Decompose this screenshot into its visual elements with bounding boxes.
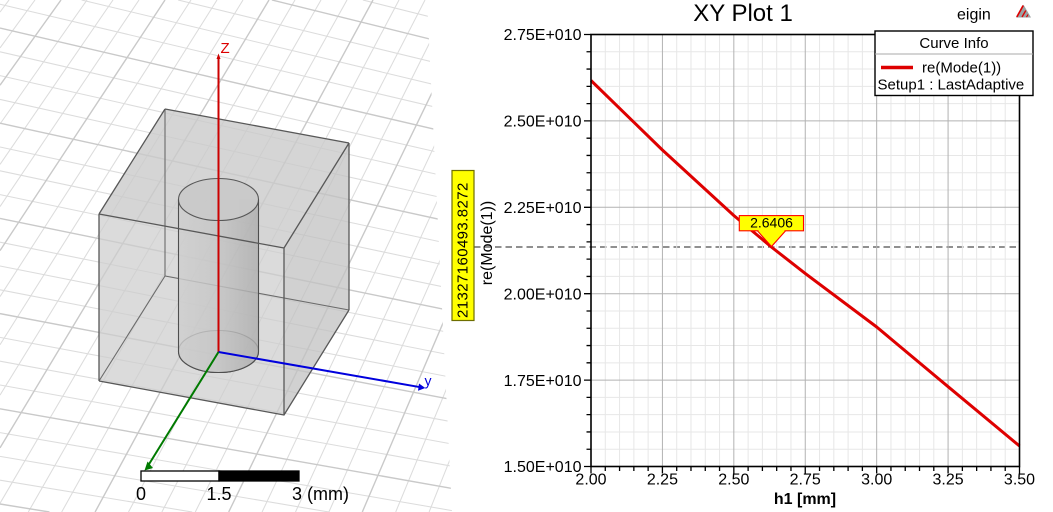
svg-text:Z: Z [221,40,230,57]
svg-text:1.5: 1.5 [206,484,231,504]
svg-text:3.25: 3.25 [933,472,964,489]
svg-text:2.50E+010: 2.50E+010 [504,114,582,131]
svg-text:3.50: 3.50 [1004,472,1035,489]
svg-text:0: 0 [136,484,146,504]
svg-text:2.75E+010: 2.75E+010 [504,27,582,44]
svg-text:re(Mode(1)): re(Mode(1)) [922,60,1001,77]
svg-text:h1 [mm]: h1 [mm] [774,491,836,508]
svg-text:3 (mm): 3 (mm) [292,484,349,504]
svg-text:2.25: 2.25 [647,472,678,489]
svg-text:2.6406: 2.6406 [750,215,793,231]
svg-text:Setup1 : LastAdaptive: Setup1 : LastAdaptive [878,77,1025,94]
svg-text:2.75: 2.75 [790,472,821,489]
svg-text:2.25E+010: 2.25E+010 [504,200,582,217]
svg-text:y: y [425,373,432,389]
svg-text:1.50E+010: 1.50E+010 [504,459,582,476]
svg-text:3.00: 3.00 [861,472,892,489]
svg-text:re(Mode(1)): re(Mode(1)) [479,201,496,285]
svg-text:eigin: eigin [957,7,991,24]
svg-text:2.00: 2.00 [575,472,606,489]
svg-text:XY Plot 1: XY Plot 1 [693,0,793,27]
svg-text:Curve Info: Curve Info [919,35,988,52]
svg-text:2.50: 2.50 [718,472,749,489]
svg-text:21327160493.8272: 21327160493.8272 [455,182,472,318]
svg-text:2.00E+010: 2.00E+010 [504,286,582,303]
svg-text:1.75E+010: 1.75E+010 [504,373,582,390]
